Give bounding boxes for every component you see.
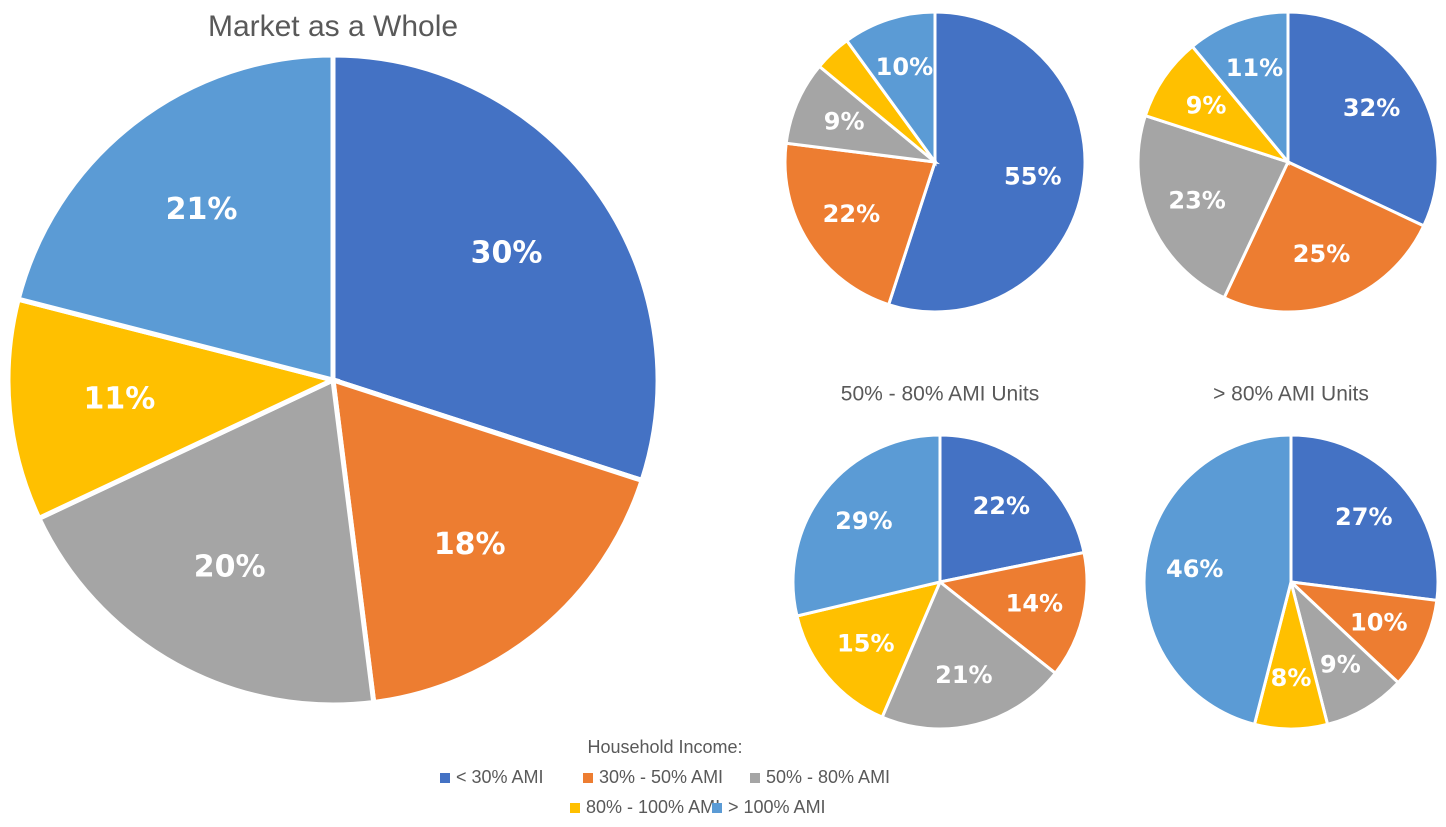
data-label: 8% — [1271, 664, 1312, 692]
data-label: 9% — [1320, 651, 1361, 679]
pie-slice — [791, 433, 942, 618]
pie-slice — [1136, 113, 1291, 300]
pie-slice — [15, 52, 336, 384]
pie-slice — [938, 433, 1086, 584]
data-label: 55% — [1004, 162, 1061, 190]
chart-title: 50% - 80% AMI Units — [841, 383, 1039, 406]
data-label: 10% — [876, 53, 933, 81]
pie-slice — [1142, 433, 1293, 727]
data-label: 21% — [166, 192, 238, 227]
pie-slice — [330, 376, 646, 706]
pie-slice — [1286, 10, 1440, 228]
pie-slice — [1190, 10, 1290, 167]
pie-slice — [1288, 577, 1401, 727]
data-label: 20% — [194, 549, 266, 584]
data-label: 14% — [1006, 589, 1063, 617]
data-label: 30% — [471, 235, 543, 270]
legend-swatch — [440, 773, 450, 783]
pie-slice — [783, 141, 937, 307]
pie-slice — [784, 64, 940, 165]
data-label: 18% — [434, 527, 506, 562]
legend-swatch — [712, 803, 722, 813]
data-label: 9% — [824, 108, 865, 136]
legend-swatch — [583, 773, 593, 783]
pie-slice — [886, 10, 1087, 314]
data-label: 11% — [84, 382, 156, 417]
data-label: 11% — [1226, 54, 1283, 82]
data-label: 22% — [823, 200, 880, 228]
chart-title: Market as a Whole — [208, 10, 458, 43]
pie-slice — [5, 296, 341, 522]
data-label: 22% — [973, 492, 1030, 520]
data-label: 10% — [1350, 608, 1407, 636]
data-label: 46% — [1166, 555, 1223, 583]
legend-label: < 30% AMI — [456, 767, 544, 787]
data-label: 15% — [837, 629, 894, 657]
data-label: 25% — [1293, 240, 1350, 268]
pie-slice — [795, 579, 943, 720]
pie-slice — [1289, 433, 1440, 603]
data-label: 23% — [1168, 186, 1225, 214]
pie-slice — [1222, 160, 1426, 314]
data-label: 21% — [935, 661, 992, 689]
legend-label: 50% - 80% AMI — [766, 767, 890, 787]
legend-title: Household Income: — [587, 737, 742, 757]
legend-label: 80% - 100% AMI — [586, 797, 720, 817]
data-label: 27% — [1335, 503, 1392, 531]
pie-slice — [844, 10, 937, 167]
data-label: 32% — [1343, 94, 1400, 122]
legend-swatch — [570, 803, 580, 813]
legend-label: > 100% AMI — [728, 797, 826, 817]
legend-swatch — [750, 773, 760, 783]
pie-slice — [1286, 579, 1439, 685]
chart-title: > 80% AMI Units — [1213, 383, 1369, 406]
data-label: 29% — [835, 507, 892, 535]
legend-label: 30% - 50% AMI — [599, 767, 723, 787]
pie-slice — [1143, 44, 1293, 166]
pie-slice — [330, 52, 661, 484]
pie-slice — [936, 550, 1089, 676]
pie-slice — [35, 376, 377, 708]
data-label: 9% — [1186, 91, 1227, 119]
